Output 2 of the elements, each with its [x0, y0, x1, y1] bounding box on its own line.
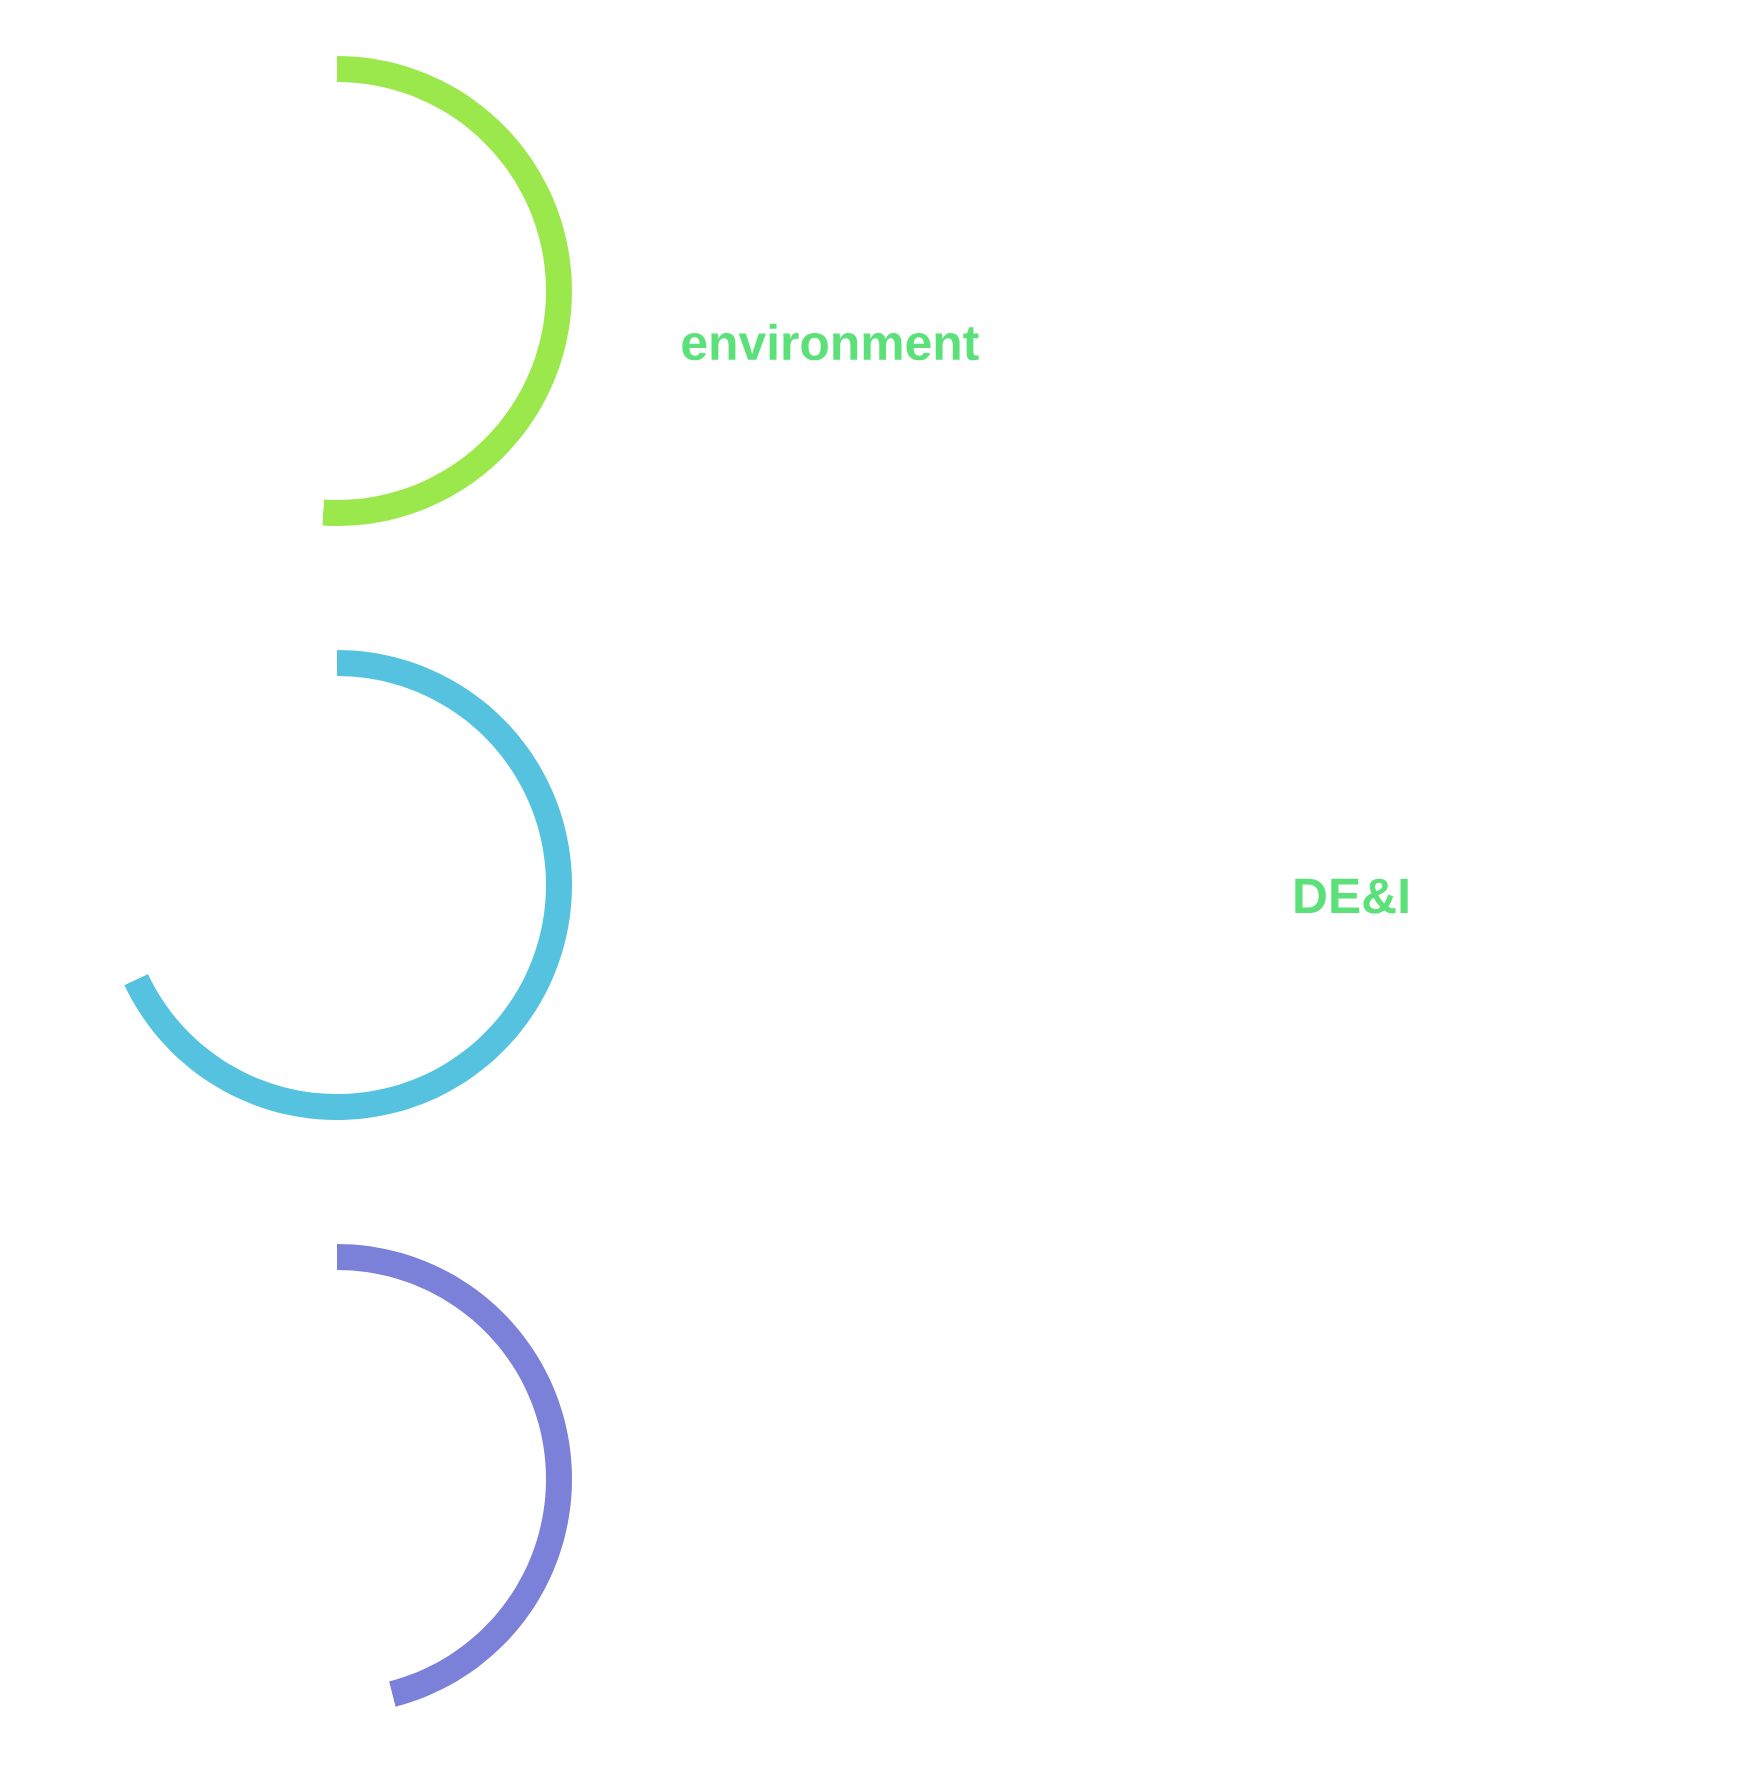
text: DE&I [1295, 878, 1408, 914]
text: environment [682, 323, 979, 361]
